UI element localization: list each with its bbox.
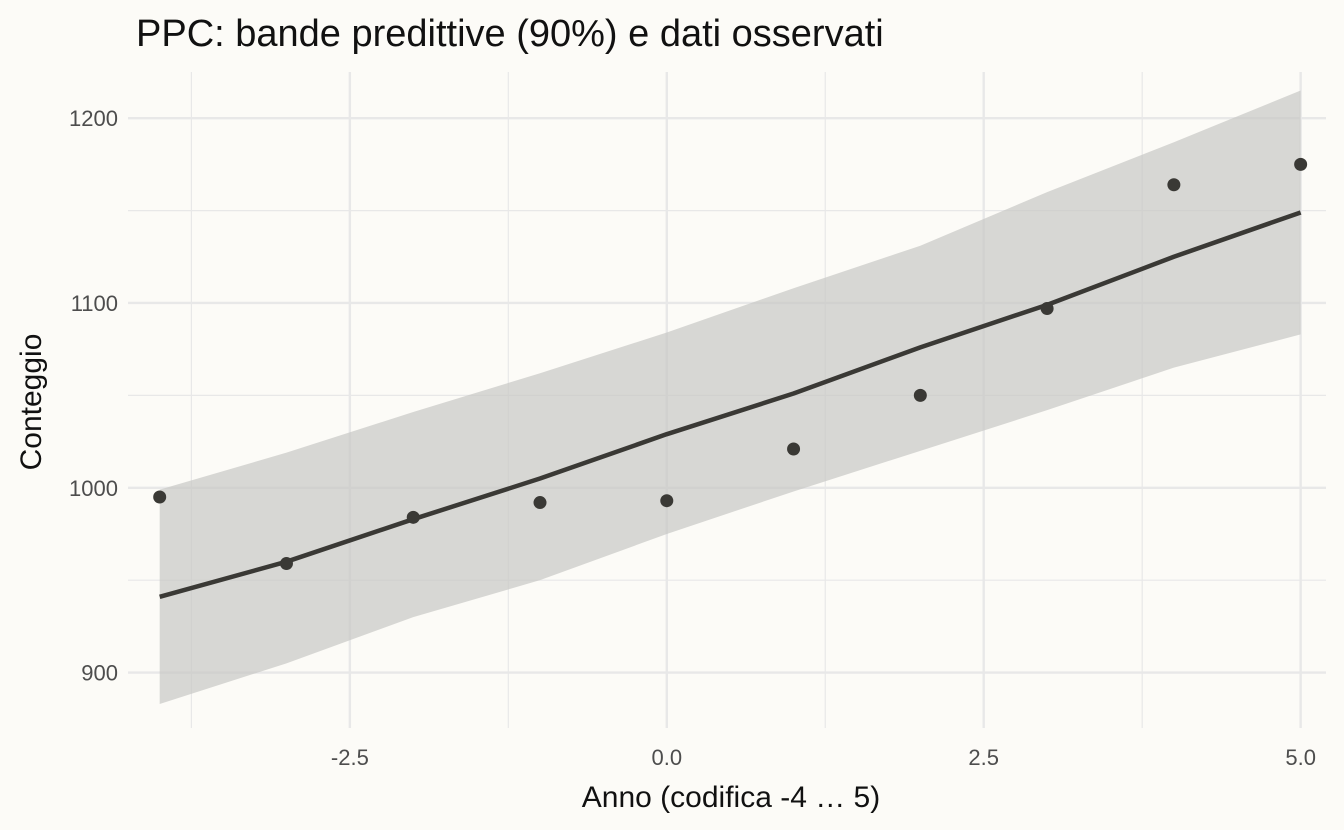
y-axis-label: Conteggio — [15, 334, 48, 471]
x-tick-label: 5.0 — [1285, 745, 1316, 770]
observed-point-5 — [787, 442, 801, 456]
predicted-mean-line — [159, 210, 1302, 599]
observed-point-0 — [153, 490, 167, 504]
observed-points — [153, 157, 1308, 571]
x-tick-label: -2.5 — [331, 745, 369, 770]
y-tick-label: 900 — [81, 661, 118, 686]
x-axis-label: Anno (codifica -4 … 5) — [582, 781, 880, 814]
y-tick-label: 1000 — [69, 476, 118, 501]
y-tick-label: 1100 — [71, 291, 118, 316]
observed-point-4 — [660, 494, 674, 508]
observed-point-6 — [913, 388, 927, 402]
y-tick-label: 1200 — [69, 106, 118, 131]
chart-title: PPC: bande predittive (90%) e dati osser… — [136, 13, 884, 55]
x-tick-labels: -2.5 0.0 2.5 5.0 — [331, 745, 1316, 770]
observed-point-3 — [533, 496, 547, 510]
y-tick-labels: 900 1000 1100 1200 — [69, 106, 118, 685]
observed-point-8 — [1167, 178, 1181, 192]
observed-point-7 — [1040, 302, 1054, 316]
x-tick-label: 2.5 — [968, 745, 999, 770]
predictive-band-90 — [159, 90, 1301, 704]
x-tick-label: 0.0 — [651, 745, 682, 770]
observed-point-2 — [406, 510, 420, 524]
observed-point-1 — [279, 557, 293, 571]
observed-point-9 — [1294, 157, 1308, 171]
